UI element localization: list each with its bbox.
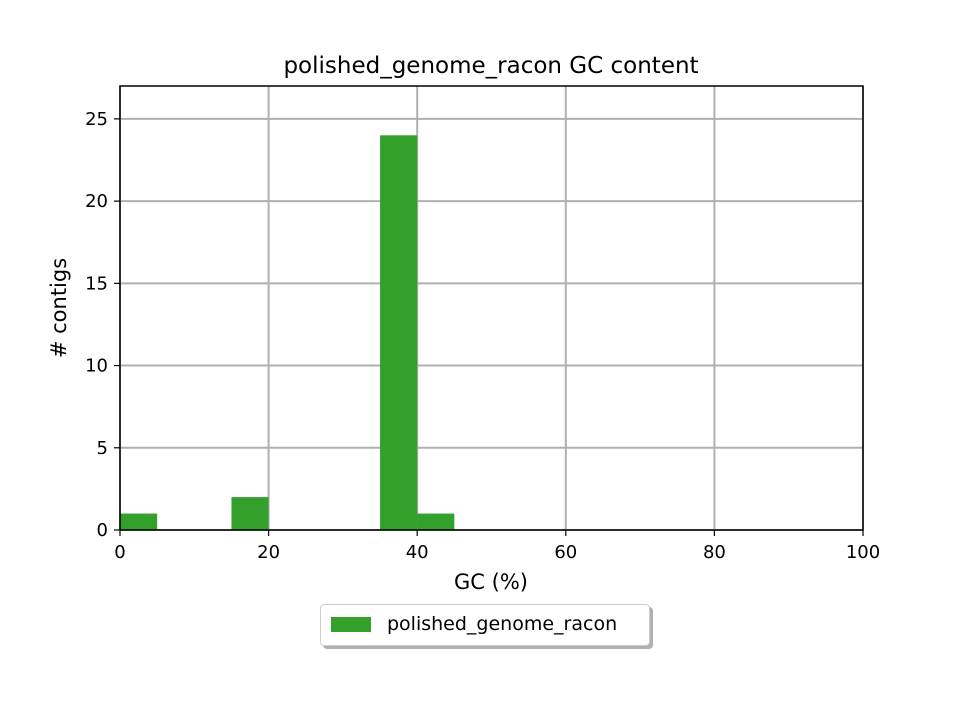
x-axis-label: GC (%) (454, 570, 528, 594)
x-tick-label: 100 (846, 542, 880, 563)
x-axis-ticks: 0 20 40 60 80 100 (114, 530, 880, 563)
histogram-bar (120, 513, 158, 530)
x-tick-label: 80 (703, 542, 726, 563)
y-tick-label: 10 (85, 356, 108, 377)
y-tick-label: 0 (97, 520, 108, 541)
bars (120, 135, 455, 531)
x-tick-label: 0 (114, 542, 125, 563)
x-tick-label: 20 (257, 542, 280, 563)
y-tick-label: 25 (85, 109, 108, 130)
legend-label: polished_genome_racon (387, 613, 618, 635)
legend: polished_genome_racon (320, 604, 650, 646)
plot-frame (119, 85, 864, 531)
histogram-bar (231, 497, 269, 530)
legend-swatch (331, 617, 371, 632)
histogram-bar (417, 513, 455, 530)
y-tick-label: 15 (85, 273, 108, 294)
y-axis-label: # contigs (47, 258, 71, 358)
y-tick-label: 20 (85, 191, 108, 212)
chart-title: polished_genome_racon GC content (283, 53, 698, 79)
grid (119, 86, 864, 531)
histogram-bar (380, 135, 418, 531)
x-tick-label: 40 (406, 542, 429, 563)
y-tick-label: 5 (97, 438, 108, 459)
x-tick-label: 60 (554, 542, 577, 563)
y-axis-ticks: 0 5 10 15 20 25 (85, 109, 120, 541)
